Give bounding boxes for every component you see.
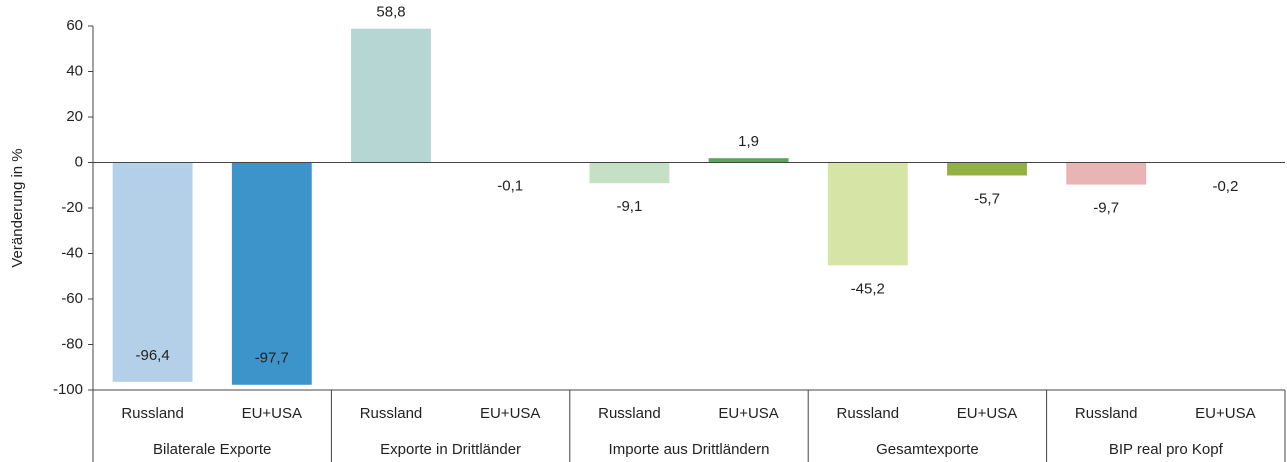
y-tick-label: -60 [61, 290, 83, 307]
y-tick-label: -20 [61, 199, 83, 216]
x-tick-label: EU+USA [1195, 405, 1255, 422]
data-label: -97,7 [255, 350, 289, 367]
data-label: 1,9 [738, 133, 759, 150]
bar [351, 28, 431, 163]
data-label: -9,7 [1093, 200, 1119, 217]
x-tick-label: Russland [598, 405, 661, 422]
y-axis-label: Veränderung in % [9, 148, 26, 267]
bar [947, 162, 1027, 176]
y-tick-label: -80 [61, 335, 83, 352]
bar [231, 162, 312, 385]
x-tick-label: Russland [837, 405, 900, 422]
group-label: Bilaterale Exporte [153, 441, 271, 458]
data-label: -96,4 [135, 347, 169, 364]
data-label: -9,1 [616, 198, 642, 215]
x-tick-label: Russland [121, 405, 184, 422]
y-tick-label: -40 [61, 244, 83, 261]
data-label: -45,2 [851, 280, 885, 297]
group-label: Importe aus Drittländern [609, 441, 770, 458]
y-tick-label: 40 [66, 62, 83, 79]
x-tick-label: EU+USA [718, 405, 778, 422]
bar [112, 162, 193, 382]
data-label: -0,2 [1212, 178, 1238, 195]
group-label: Exporte in Drittländer [380, 441, 521, 458]
x-tick-label: Russland [1075, 405, 1138, 422]
group-label: Gesamtexporte [876, 441, 979, 458]
group-label: BIP real pro Kopf [1109, 441, 1224, 458]
y-tick-label: 60 [66, 17, 83, 34]
y-tick-label: -100 [53, 381, 83, 398]
x-tick-label: Russland [360, 405, 423, 422]
x-tick-label: EU+USA [480, 405, 540, 422]
bar [827, 162, 908, 266]
y-tick-label: 20 [66, 108, 83, 125]
bar [589, 162, 670, 184]
y-tick-label: 0 [75, 153, 83, 170]
x-tick-label: EU+USA [957, 405, 1017, 422]
bar [708, 158, 789, 163]
data-label: -0,1 [497, 178, 523, 195]
data-label: -5,7 [974, 190, 1000, 207]
x-tick-label: EU+USA [242, 405, 302, 422]
bar [1066, 162, 1147, 185]
data-label: 58,8 [376, 4, 405, 21]
